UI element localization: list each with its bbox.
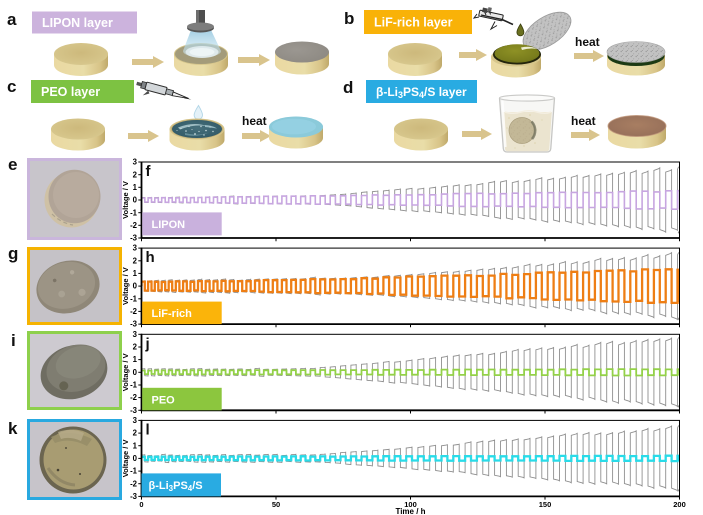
svg-text:-1: -1 — [130, 381, 138, 390]
svg-text:heat: heat — [571, 114, 596, 128]
svg-text:LiF-rich layer: LiF-rich layer — [374, 16, 453, 30]
svg-text:heat: heat — [242, 114, 267, 128]
svg-text:-3: -3 — [130, 492, 138, 501]
svg-text:3: 3 — [133, 330, 138, 339]
svg-text:2: 2 — [133, 429, 138, 438]
svg-text:f: f — [146, 163, 152, 180]
svg-text:c: c — [7, 77, 16, 96]
svg-text:-3: -3 — [130, 406, 138, 415]
svg-text:0: 0 — [139, 500, 143, 509]
svg-text:d: d — [343, 78, 353, 97]
svg-text:LiF-rich: LiF-rich — [152, 308, 193, 320]
svg-text:PEO: PEO — [152, 394, 176, 406]
svg-text:1: 1 — [133, 269, 138, 278]
svg-text:2: 2 — [133, 343, 138, 352]
svg-text:Voltage / V: Voltage / V — [121, 353, 130, 391]
svg-text:2: 2 — [133, 256, 138, 265]
svg-text:e: e — [8, 155, 17, 174]
svg-text:-2: -2 — [130, 479, 138, 488]
svg-text:LIPON layer: LIPON layer — [42, 16, 113, 30]
svg-text:Voltage / V: Voltage / V — [121, 267, 130, 305]
svg-text:-2: -2 — [130, 221, 138, 230]
svg-text:h: h — [146, 249, 155, 266]
svg-text:-3: -3 — [130, 320, 138, 329]
svg-text:k: k — [8, 419, 18, 438]
svg-text:3: 3 — [133, 244, 138, 253]
svg-text:1: 1 — [133, 441, 138, 450]
svg-text:200: 200 — [673, 500, 686, 509]
svg-text:-2: -2 — [130, 393, 138, 402]
svg-text:150: 150 — [539, 500, 552, 509]
svg-text:i: i — [11, 331, 16, 350]
svg-text:0: 0 — [133, 454, 138, 463]
svg-text:PEO layer: PEO layer — [41, 85, 100, 99]
svg-text:3: 3 — [133, 416, 138, 425]
svg-text:LIPON: LIPON — [152, 219, 186, 231]
svg-text:2: 2 — [133, 170, 138, 179]
svg-text:50: 50 — [272, 500, 280, 509]
svg-text:0: 0 — [133, 196, 138, 205]
svg-text:1: 1 — [133, 355, 138, 364]
svg-text:-1: -1 — [130, 467, 138, 476]
svg-text:-1: -1 — [130, 294, 138, 303]
svg-text:1: 1 — [133, 183, 138, 192]
svg-text:j: j — [145, 335, 150, 352]
svg-text:β-Li3PS4/S: β-Li3PS4/S — [149, 480, 203, 493]
svg-text:-1: -1 — [130, 208, 138, 217]
svg-text:heat: heat — [575, 35, 600, 49]
svg-text:0: 0 — [133, 368, 138, 377]
svg-text:100: 100 — [404, 500, 417, 509]
svg-text:Voltage / V: Voltage / V — [121, 440, 130, 478]
svg-text:l: l — [146, 421, 150, 438]
svg-text:a: a — [7, 10, 17, 29]
svg-text:-2: -2 — [130, 307, 138, 316]
svg-text:Voltage / V: Voltage / V — [121, 181, 130, 219]
svg-text:0: 0 — [133, 282, 138, 291]
svg-text:b: b — [344, 9, 354, 28]
svg-text:Time / h: Time / h — [395, 507, 425, 515]
svg-text:g: g — [8, 244, 18, 263]
svg-text:-3: -3 — [130, 234, 138, 243]
svg-text:3: 3 — [133, 158, 138, 167]
